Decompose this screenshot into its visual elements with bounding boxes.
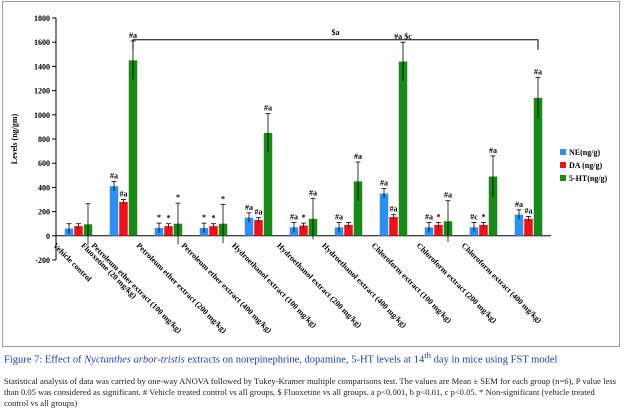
caption-sup: th	[424, 350, 432, 360]
significance-label: #a	[534, 67, 542, 76]
y-tick-label: 800	[38, 135, 50, 144]
bar	[254, 220, 263, 236]
bar	[524, 218, 533, 236]
significance-label: *	[167, 214, 171, 223]
bar	[344, 224, 353, 236]
bracket-label: $a	[332, 28, 340, 37]
x-tick-label: Petroleum ether extract (200 mg/kg)	[135, 241, 229, 335]
significance-label: #a	[264, 104, 272, 113]
y-tick-label: 1200	[34, 87, 50, 96]
bar	[263, 132, 273, 236]
bar	[379, 193, 389, 236]
significance-label: #a	[309, 188, 317, 197]
bar	[244, 217, 254, 236]
bar	[488, 176, 498, 236]
bar	[389, 217, 398, 236]
significance-label: #a	[255, 208, 263, 217]
bar	[109, 186, 119, 236]
bar	[119, 201, 128, 236]
legend-swatch	[560, 175, 566, 181]
x-tick-label: Chloroform extract (100 mg/kg)	[370, 241, 454, 325]
significance-label: #a	[380, 179, 388, 188]
bar	[434, 224, 443, 236]
significance-label: *	[212, 214, 216, 223]
y-tick-label: 600	[38, 159, 50, 168]
significance-label: #a	[120, 190, 128, 199]
bar	[533, 97, 543, 236]
bar	[479, 224, 488, 236]
significance-label: *	[437, 212, 441, 221]
bracket	[132, 39, 539, 50]
significance-label: #a	[390, 205, 398, 214]
y-axis-label: Levels (ng/gm)	[10, 113, 19, 164]
y-tick-label: 1400	[34, 62, 50, 71]
significance-label: *	[302, 213, 306, 222]
caption-text: Figure 7: Effect of	[4, 354, 85, 366]
significance-label: *	[202, 213, 206, 222]
legend-label: NE(ng/g)	[569, 148, 600, 157]
legend-label: 5-HT(ng/g)	[569, 174, 608, 183]
significance-label: #a	[515, 200, 523, 209]
y-tick-label: 0	[46, 232, 50, 241]
significance-label: #a	[290, 212, 298, 221]
significance-label: #a	[335, 212, 343, 221]
caption: Figure 7: Effect of Nyctanthes arbor-tri…	[4, 350, 620, 366]
legend-label: DA (ng/g)	[569, 161, 602, 170]
significance-label: #a	[354, 152, 362, 161]
y-tick-label: 1600	[34, 38, 50, 47]
x-tick-label: Hydroethanol extract (100 mg/kg)	[230, 241, 319, 330]
x-tick-label: Petroleum ether extract (400 mg/kg)	[180, 241, 274, 335]
y-tick-label: 400	[38, 183, 50, 192]
chart-frame: -200 0 200 400 600 800 1000 1200 1400 1600 1800 Lev…	[2, 1, 620, 347]
x-tick-label: Hydroethanol extract (200 mg/kg)	[275, 241, 364, 330]
bar	[164, 226, 173, 236]
significance-label: *	[176, 193, 180, 202]
bar	[74, 226, 83, 236]
y-tick-label: -200	[35, 256, 50, 265]
caption-species: Nyctanthes arbor-tristis	[84, 354, 185, 366]
significance-label: #a	[489, 146, 497, 155]
x-tick-label: Chloroform extract (400 mg/kg)	[460, 241, 544, 325]
x-tick-label: Petroleum ether extract (100 mg/kg)	[90, 241, 184, 335]
note: Statistical analysis of data was carried…	[4, 376, 617, 408]
significance-label: #a	[444, 191, 452, 200]
significance-label: #a	[110, 171, 118, 180]
bar	[128, 60, 138, 236]
bar	[514, 214, 524, 236]
legend-swatch	[560, 149, 566, 155]
bar	[209, 226, 218, 236]
bar	[353, 181, 363, 236]
significance-label: #c	[470, 212, 478, 221]
significance-label: *	[482, 212, 486, 221]
chart: -200 0 200 400 600 800 1000 1200 1400 1600 1800 Lev…	[10, 14, 608, 335]
caption-text: extracts on norepinephrine, dopamine, 5-…	[184, 354, 425, 366]
significance-label: #a	[525, 206, 533, 215]
significance-label: #a	[425, 212, 433, 221]
significance-label: #a	[129, 31, 137, 40]
x-tick-label: Chloroform extract (200 mg/kg)	[415, 241, 499, 325]
caption-text: day in mice using FST model	[431, 354, 558, 366]
y-tick-label: 1800	[34, 14, 50, 23]
legend-swatch	[560, 162, 566, 168]
y-tick-label: 200	[38, 208, 50, 217]
significance-label: *	[157, 213, 161, 222]
bar	[398, 61, 408, 236]
y-tick-label: 1000	[34, 111, 50, 120]
significance-label: #a $c	[394, 32, 412, 41]
significance-label: #a	[245, 203, 253, 212]
x-tick-label: Hydroethanol extract (400 mg/kg)	[320, 241, 409, 330]
bar	[299, 225, 308, 236]
significance-label: *	[221, 194, 225, 203]
